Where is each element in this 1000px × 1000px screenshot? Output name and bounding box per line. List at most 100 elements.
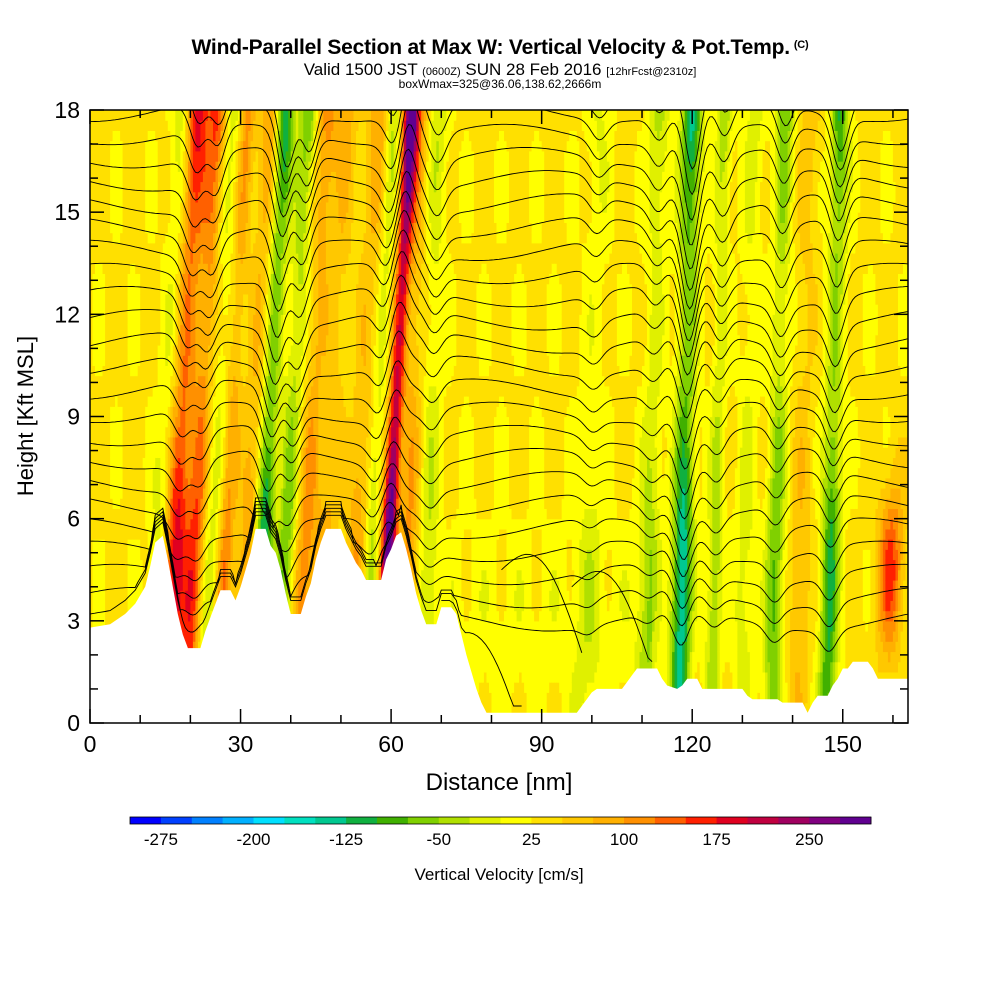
- velocity-cell: [112, 426, 116, 438]
- velocity-cell: [132, 365, 136, 377]
- velocity-cell: [130, 498, 134, 509]
- velocity-cell: [107, 201, 111, 213]
- velocity-cell: [142, 191, 146, 203]
- velocity-cell: [102, 130, 106, 142]
- velocity-cell: [142, 130, 146, 142]
- velocity-cell: [110, 457, 114, 469]
- velocity-cell: [112, 130, 116, 142]
- velocity-cell: [117, 365, 121, 377]
- velocity-cell: [132, 334, 136, 346]
- velocity-cell: [107, 181, 111, 193]
- velocity-cell: [140, 539, 144, 550]
- velocity-cell: [102, 539, 106, 550]
- velocity-cell: [107, 396, 111, 407]
- velocity-cell: [125, 171, 129, 183]
- velocity-cell: [142, 385, 146, 397]
- velocity-cell: [127, 304, 131, 315]
- velocity-cell: [147, 171, 151, 183]
- velocity-cell: [135, 263, 139, 274]
- velocity-cell: [112, 304, 116, 315]
- velocity-cell: [122, 110, 126, 121]
- velocity-cell: [135, 488, 139, 499]
- velocity-cell: [110, 150, 114, 162]
- velocity-cell: [122, 528, 126, 540]
- velocity-cell: [145, 161, 149, 172]
- velocity-cell: [100, 406, 104, 418]
- velocity-cell: [110, 253, 114, 264]
- velocity-cell: [105, 610, 109, 622]
- velocity-cell: [135, 569, 139, 581]
- velocity-cell: [150, 549, 154, 561]
- velocity-cell: [140, 171, 144, 183]
- velocity-cell: [112, 375, 116, 387]
- velocity-cell: [127, 110, 131, 121]
- velocity-cell: [125, 150, 129, 162]
- velocity-cell: [92, 590, 96, 601]
- velocity-cell: [115, 549, 119, 561]
- velocity-cell: [107, 365, 111, 377]
- velocity-cell: [117, 242, 121, 254]
- velocity-cell: [100, 590, 104, 601]
- velocity-cell: [127, 355, 131, 366]
- velocity-cell: [112, 222, 116, 234]
- velocity-cell: [92, 120, 96, 131]
- velocity-cell: [90, 385, 94, 397]
- velocity-cell: [102, 518, 106, 530]
- velocity-cell: [132, 283, 136, 295]
- velocity-cell: [150, 253, 154, 264]
- velocity-cell: [105, 334, 109, 346]
- velocity-cell: [110, 396, 114, 407]
- velocity-cell: [90, 396, 94, 407]
- velocity-cell: [147, 518, 151, 530]
- velocity-cell: [135, 161, 139, 172]
- velocity-cell: [147, 242, 151, 254]
- velocity-cell: [92, 406, 96, 418]
- velocity-cell: [112, 436, 116, 448]
- velocity-cell: [92, 620, 96, 632]
- velocity-cell: [125, 365, 129, 377]
- velocity-cell: [120, 222, 124, 234]
- velocity-cell: [92, 559, 96, 571]
- velocity-cell: [135, 406, 139, 418]
- velocity-cell: [137, 477, 141, 489]
- velocity-cell: [115, 304, 119, 315]
- velocity-cell: [127, 498, 131, 509]
- velocity-cell: [132, 171, 136, 183]
- velocity-cell: [122, 436, 126, 448]
- velocity-cell: [115, 293, 119, 305]
- velocity-cell: [107, 212, 111, 223]
- velocity-cell: [95, 191, 99, 203]
- velocity-cell: [125, 161, 129, 172]
- velocity-cell: [140, 273, 144, 285]
- velocity-cell: [120, 161, 124, 172]
- velocity-cell: [147, 436, 151, 448]
- velocity-cell: [95, 140, 99, 152]
- velocity-cell: [100, 201, 104, 213]
- velocity-cell: [125, 477, 129, 489]
- velocity-cell: [107, 345, 111, 356]
- velocity-cell: [127, 406, 131, 418]
- velocity-cell: [140, 110, 144, 121]
- velocity-cell: [97, 130, 101, 142]
- velocity-cell: [140, 345, 144, 356]
- velocity-cell: [105, 416, 109, 428]
- velocity-cell: [130, 293, 134, 305]
- velocity-cell: [137, 171, 141, 183]
- velocity-cell: [122, 416, 126, 428]
- velocity-cell: [110, 314, 114, 326]
- velocity-cell: [117, 528, 121, 540]
- velocity-cell: [105, 120, 109, 131]
- velocity-cell: [105, 600, 109, 612]
- velocity-cell: [152, 447, 156, 458]
- velocity-cell: [122, 345, 126, 356]
- velocity-cell: [92, 498, 96, 509]
- velocity-cell: [110, 590, 114, 601]
- velocity-cell: [97, 314, 101, 326]
- velocity-cell: [115, 242, 119, 254]
- velocity-cell: [97, 345, 101, 356]
- velocity-cell: [135, 171, 139, 183]
- velocity-cell: [117, 539, 121, 550]
- velocity-cell: [142, 508, 146, 520]
- velocity-cell: [107, 569, 111, 581]
- velocity-cell: [150, 447, 154, 458]
